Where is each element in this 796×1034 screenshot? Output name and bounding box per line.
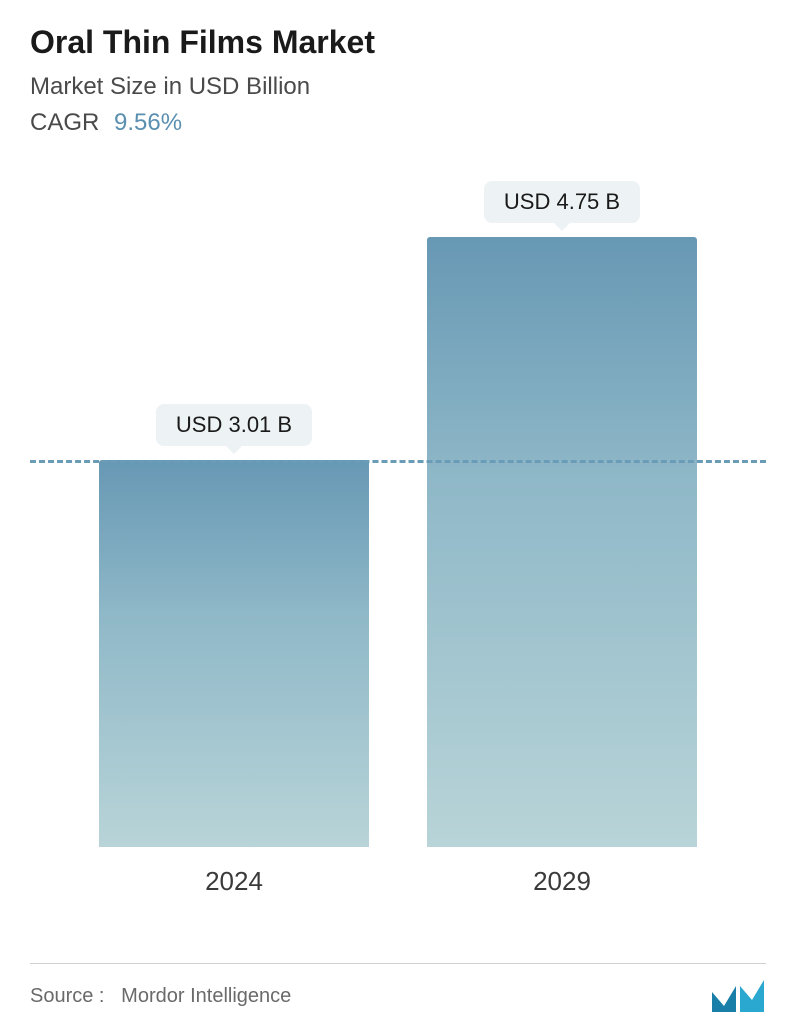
bar <box>427 237 697 847</box>
chart-subtitle: Market Size in USD Billion <box>30 73 766 101</box>
chart-footer: Source : Mordor Intelligence <box>30 963 766 1014</box>
x-axis-label: 2024 <box>94 866 374 897</box>
bar <box>99 460 369 847</box>
bars-container: USD 3.01 B USD 4.75 B <box>30 177 766 847</box>
source-name: Mordor Intelligence <box>121 985 291 1007</box>
cagr-value: 9.56% <box>114 109 182 136</box>
chart-area: USD 3.01 B USD 4.75 B 2024 2029 <box>30 177 766 907</box>
bar-group: USD 3.01 B <box>94 404 374 847</box>
source-label: Source : <box>30 985 104 1007</box>
source-attribution: Source : Mordor Intelligence <box>30 985 291 1008</box>
bar-group: USD 4.75 B <box>422 181 702 847</box>
chart-title: Oral Thin Films Market <box>30 24 766 61</box>
x-axis-label: 2029 <box>422 866 702 897</box>
value-badge: USD 4.75 B <box>484 181 640 223</box>
x-axis-labels: 2024 2029 <box>30 866 766 897</box>
cagr-row: CAGR 9.56% <box>30 109 766 137</box>
cagr-label: CAGR <box>30 109 99 136</box>
value-badge: USD 3.01 B <box>156 404 312 446</box>
reference-line <box>30 460 766 463</box>
brand-logo-icon <box>710 978 766 1014</box>
